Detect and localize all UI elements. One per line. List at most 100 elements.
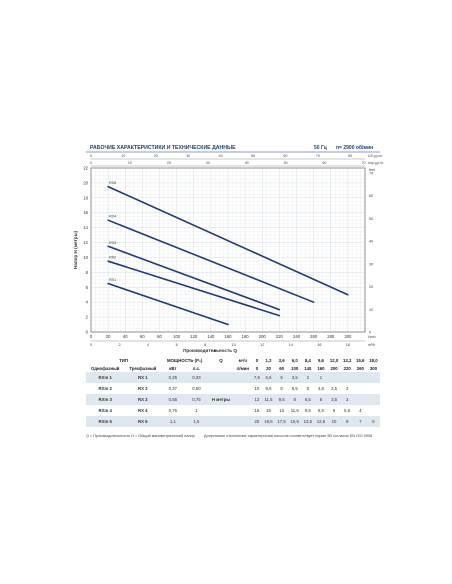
m3h-unit-label: m³/h xyxy=(368,343,375,347)
h-label-cell xyxy=(208,372,234,383)
q-lmin-4: 100 xyxy=(288,364,302,372)
q-m3h-5: 8,4 xyxy=(301,356,315,364)
q-lmin-1: 0 xyxy=(251,364,262,372)
m3h-tick-label: 6 xyxy=(176,343,178,347)
y-tick-label: 16 xyxy=(83,210,88,215)
head-value: 2,5 xyxy=(331,386,338,391)
impgpm-tick-label: 10 xyxy=(128,161,132,165)
head-value: 2 xyxy=(301,372,315,383)
usgpm-tick-label: 80 xyxy=(348,154,352,158)
m3h-tick-label: 18 xyxy=(346,343,350,347)
usgpm-tick-label: 30 xyxy=(186,154,190,158)
feet-tick-label: 60 xyxy=(369,194,373,198)
head-value: 10 xyxy=(254,386,260,391)
series-label: RX3 xyxy=(109,241,116,245)
head-value: 5,5 xyxy=(344,408,351,413)
impgpm-tick-label: 40 xyxy=(245,161,249,165)
footer-legend: Q = Производительность H = Общий маномет… xyxy=(86,434,195,438)
q-lmin-8: 220 xyxy=(340,364,354,372)
q-m3h-1: 0 xyxy=(251,356,262,364)
power-kw: 0,55 xyxy=(161,394,185,405)
head-value xyxy=(367,405,380,416)
head-value: 6,5 xyxy=(301,394,315,405)
m3h-tick-label: 10 xyxy=(232,343,236,347)
head-value: 15 xyxy=(266,408,271,413)
y-tick-label: 6 xyxy=(86,285,89,290)
head-value: 5 xyxy=(306,386,310,391)
x-tick-label: 80 xyxy=(157,334,162,339)
usgpm-tick-label: 10 xyxy=(121,154,125,158)
head-value xyxy=(366,372,380,383)
q-arrow-icon: ▸ xyxy=(213,348,217,353)
power-hp: 1,5 xyxy=(184,416,209,427)
x-tick-label: 280 xyxy=(327,334,335,339)
power-hp: 0,50 xyxy=(192,386,201,391)
q-m3h-7: 12,0 xyxy=(327,356,341,364)
h-label-cell xyxy=(208,383,234,394)
table-row: RXm 3 RX 3 0,55 0,75 H метры 12 11,5 9,5 8 6,5 6 3,… xyxy=(86,394,380,405)
head-value: 7 xyxy=(353,416,367,427)
usgpm-tick-label: 70 xyxy=(316,154,320,158)
q-label: Q xyxy=(208,356,234,364)
head-value: 3 xyxy=(340,394,354,405)
usgpm-tick-label: 20 xyxy=(154,154,158,158)
impgpm-tick-label: 50 xyxy=(284,161,288,165)
head-value: 5 xyxy=(275,372,289,383)
model-three-phase: RX 1 xyxy=(124,372,162,383)
head-value: 19,5 xyxy=(261,416,276,427)
type-header: ТИП xyxy=(86,356,162,364)
power-kw: 0,25 xyxy=(161,372,185,383)
q-lmin-10: 300 xyxy=(366,364,380,372)
power-hp: 1 xyxy=(195,408,198,413)
feet-tick-label: 40 xyxy=(369,240,373,244)
q-lmin-9: 260 xyxy=(353,364,367,372)
table-row: RXm 2 RX 2 0,37 0,50 10 9,5 8 6,5 5 4,5 2,5 2 xyxy=(86,383,380,394)
head-value: 6 xyxy=(314,394,328,405)
head-value xyxy=(353,372,367,383)
series-line-rx5 xyxy=(107,185,349,296)
q-m3h-3: 3,6 xyxy=(275,356,289,364)
model-three-phase: RX 2 xyxy=(137,386,148,391)
head-value: 20 xyxy=(251,416,262,427)
head-value: 9,5 xyxy=(265,386,272,391)
m3h-tick-label: 16 xyxy=(317,343,321,347)
y-tick-label: 12 xyxy=(83,240,88,245)
power-hp: 0,75 xyxy=(184,394,209,405)
q-lmin-2: 20 xyxy=(261,364,276,372)
head-value: 6 xyxy=(332,408,336,413)
model-three-phase: RX 3 xyxy=(124,394,162,405)
head-value: 8,5 xyxy=(317,408,324,413)
series-label: RX2 xyxy=(109,256,116,260)
table-row: RXm 5 RX 5 1,1 1,5 20 19,5 17,5 15,5 13,5 12,5 10 9… xyxy=(86,416,380,427)
feet-tick-label: 50 xyxy=(369,217,373,221)
h-label-cell: H метры xyxy=(208,394,234,405)
model-single-phase: RXm 1 xyxy=(86,372,125,383)
m3h-tick-label: 14 xyxy=(289,343,293,347)
head-value: 9,5 xyxy=(304,408,311,413)
power-hp: 0,33 xyxy=(184,372,209,383)
x-tick-label: 300 xyxy=(344,334,352,339)
impgpm-tick-label: 70 xyxy=(361,161,365,165)
table-row: RXm 4 RX 4 0,75 1 16 15 13 11,5 9,5 8,5 6 5,5 4 xyxy=(86,405,380,416)
head-value: 9,5 xyxy=(275,394,289,405)
head-value: 8 xyxy=(288,394,302,405)
head-value: 9 xyxy=(340,416,354,427)
h-label-cell xyxy=(208,416,234,427)
y-tick-label: 4 xyxy=(86,300,89,305)
head-value: 6,5 xyxy=(261,372,276,383)
head-value: 15,5 xyxy=(288,416,302,427)
q-lmin-6: 160 xyxy=(314,364,328,372)
feet-tick-label: 20 xyxy=(369,285,373,289)
usgpm-tick-label: 60 xyxy=(283,154,287,158)
chart-title: РАБОЧИЕ ХАРАКТЕРИСТИКИ И ТЕХНИЧЕСКИЕ ДАН… xyxy=(90,145,236,151)
q-m3h-6: 9,6 xyxy=(314,356,328,364)
x-tick-label: 100 xyxy=(173,334,181,339)
x-tick-label: 20 xyxy=(106,334,111,339)
head-value: 5 xyxy=(366,416,380,427)
model-single-phase: RXm 3 xyxy=(86,394,125,405)
model-three-phase: RX 4 xyxy=(137,408,148,413)
grid xyxy=(90,167,366,333)
series-label: RX5 xyxy=(109,181,116,185)
speed-label: n= 2900 об/мин xyxy=(336,144,373,151)
